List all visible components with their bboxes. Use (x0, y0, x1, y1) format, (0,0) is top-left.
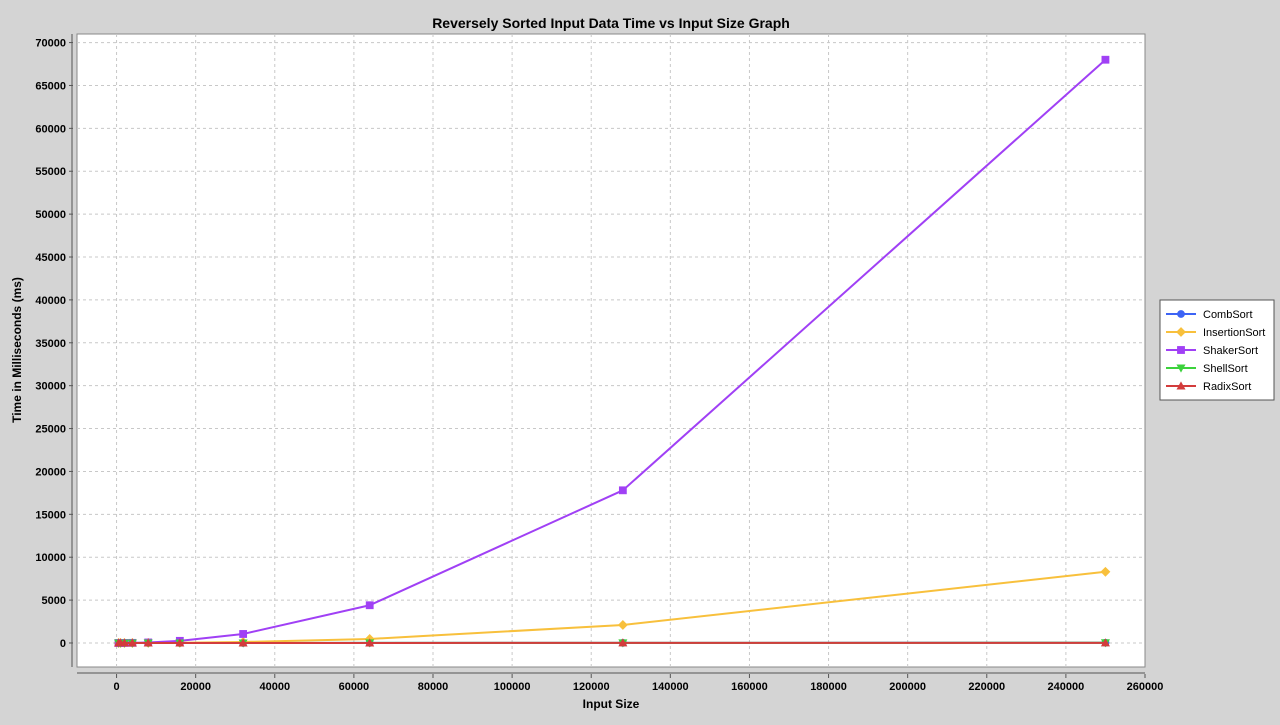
y-tick-label: 25000 (35, 424, 66, 436)
y-tick-label: 60000 (35, 123, 66, 135)
x-tick-label: 0 (113, 681, 119, 693)
y-tick-label: 45000 (35, 252, 66, 264)
legend-label: RadixSort (1203, 381, 1251, 393)
legend: CombSort InsertionSort ShakerSort ShellSort… (1160, 300, 1274, 400)
plot-area (77, 34, 1145, 667)
y-tick-label: 0 (60, 638, 66, 650)
x-tick-label: 40000 (259, 681, 290, 693)
y-tick-label: 15000 (35, 509, 66, 521)
x-tick-label: 260000 (1127, 681, 1164, 693)
y-tick-label: 70000 (35, 38, 66, 50)
x-tick-label: 180000 (810, 681, 847, 693)
y-tick-label: 35000 (35, 338, 66, 350)
y-tick-label: 55000 (35, 166, 66, 178)
data-point (366, 602, 373, 609)
x-tick-label: 100000 (494, 681, 531, 693)
x-tick-label: 160000 (731, 681, 768, 693)
x-tick-label: 80000 (418, 681, 449, 693)
y-tick-label: 40000 (35, 295, 66, 307)
x-tick-label: 140000 (652, 681, 689, 693)
x-tick-label: 20000 (180, 681, 211, 693)
data-point (240, 630, 247, 637)
legend-swatch-marker (1177, 346, 1184, 353)
y-tick-label: 50000 (35, 209, 66, 221)
x-tick-label: 240000 (1048, 681, 1085, 693)
x-axis-label: Input Size (583, 697, 640, 711)
legend-label: ShakerSort (1203, 345, 1258, 357)
data-point (619, 487, 626, 494)
y-axis-label: Time in Milliseconds (ms) (10, 277, 24, 423)
x-tick-label: 120000 (573, 681, 610, 693)
legend-swatch-marker (1177, 310, 1184, 317)
x-tick-label: 60000 (339, 681, 370, 693)
chart-title: Reversely Sorted Input Data Time vs Inpu… (432, 15, 790, 31)
y-tick-label: 65000 (35, 80, 66, 92)
x-tick-label: 220000 (968, 681, 1005, 693)
y-tick-label: 10000 (35, 552, 66, 564)
x-tick-label: 200000 (889, 681, 926, 693)
legend-label: ShellSort (1203, 363, 1248, 375)
data-point (1102, 56, 1109, 63)
y-tick-label: 5000 (42, 595, 66, 607)
y-tick-label: 30000 (35, 381, 66, 393)
y-tick-label: 20000 (35, 466, 66, 478)
legend-label: InsertionSort (1203, 327, 1265, 339)
legend-label: CombSort (1203, 309, 1253, 321)
